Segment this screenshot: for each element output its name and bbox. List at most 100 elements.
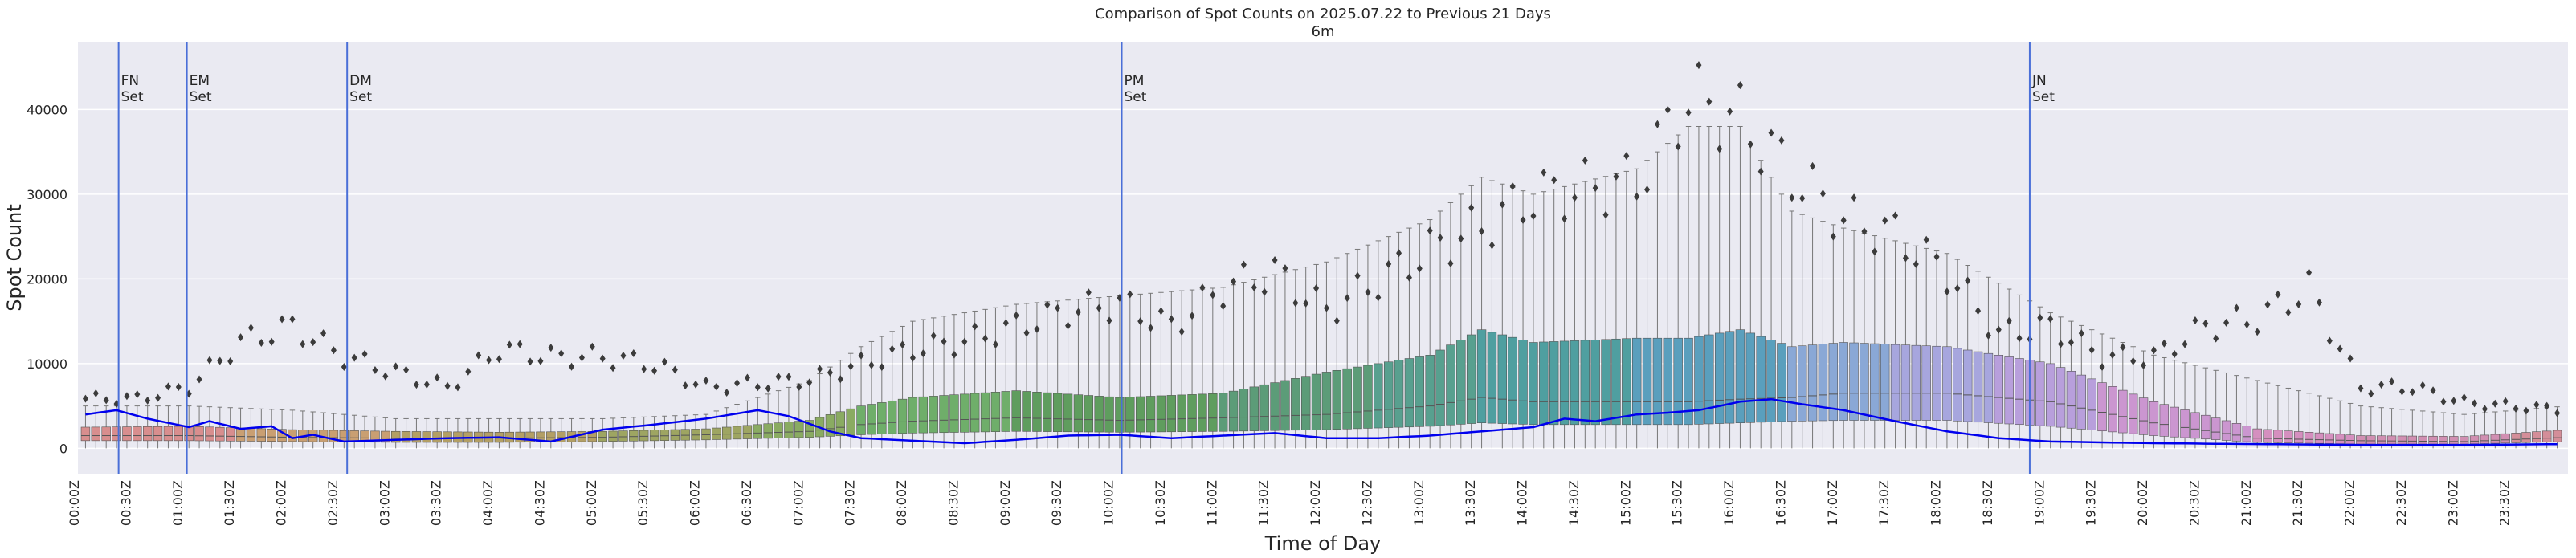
box-body [2459,436,2469,445]
outlier-point [1810,161,1816,170]
box [370,416,380,449]
x-tick-label: 23:30Z [2497,480,2513,526]
outlier-point [403,365,410,374]
outlier-point [2068,338,2074,347]
box-body [1839,342,1848,421]
outlier-point [1488,241,1495,250]
box-body [2490,434,2500,444]
box [1714,125,1725,449]
box-body [163,426,174,442]
box-body [825,414,835,437]
box [1973,271,1983,449]
outlier-point [2285,308,2292,317]
box-body [1766,340,1776,422]
outlier-point [1623,152,1630,161]
box-body [990,392,1001,432]
box-body [639,430,649,442]
box [2356,405,2366,449]
box [308,411,318,449]
box-body [1900,344,1911,421]
outlier-point [1851,193,1857,202]
x-tick-label: 18:00Z [1929,480,1944,526]
box [422,417,432,449]
box-body [1735,329,1745,424]
box-body [577,431,587,442]
box-body [897,398,908,434]
outlier-point [868,360,875,369]
box-body [1425,355,1435,427]
outlier-point [620,352,627,360]
box [1880,238,1890,449]
box-body [184,426,194,442]
box [2263,382,2272,449]
outlier-point [796,383,802,392]
outlier-point [2016,334,2023,343]
outlier-point [724,389,730,397]
box-body [329,430,339,442]
box-body [1404,358,1415,428]
outlier-point [537,356,544,365]
y-axis-title: Spot Count [3,204,26,311]
outlier-point [682,381,688,390]
box [556,417,566,449]
outlier-point [1706,97,1713,106]
x-tick-label: 13:00Z [1411,480,1427,526]
box [701,413,711,449]
box-body [2532,431,2541,443]
box [577,417,587,449]
outlier-point [1654,120,1660,128]
box [2397,409,2407,449]
outlier-point [1819,189,1826,198]
x-tick-label: 23:00Z [2445,480,2460,526]
box-body [980,392,990,433]
box-body [949,394,959,433]
outlier-point [1292,299,1299,308]
outlier-point [1541,168,1547,177]
outlier-point [2275,290,2281,299]
box-body [794,421,804,438]
outlier-point [2161,339,2167,348]
box [2252,380,2262,449]
box [536,417,545,449]
box [629,417,639,449]
outlier-point [1551,176,1557,185]
outlier-point [909,353,916,362]
annotation-label: PM [1125,73,1145,89]
outlier-point [2306,268,2313,277]
box-body [2397,435,2407,445]
box-body [432,431,442,443]
box-body [1374,363,1383,429]
outlier-point [641,365,647,373]
box-body [2293,431,2304,444]
box-body [1797,345,1807,422]
box-body [122,426,132,442]
box [2180,362,2190,449]
box-body [225,427,235,442]
box-body [1953,348,1962,422]
box [2273,385,2283,449]
outlier-point [372,366,378,375]
outlier-point [578,353,585,362]
outlier-point [1282,264,1288,273]
outlier-point [2492,399,2498,408]
box [225,407,235,449]
box [753,397,763,449]
outlier-point [2513,405,2519,413]
box [360,415,369,449]
box-body [536,431,545,442]
x-tick-label: 04:30Z [532,480,547,526]
box [2541,407,2552,449]
annotation-label: Set [121,89,144,105]
outlier-point [516,340,523,348]
box-body [2376,435,2386,445]
box [1497,183,1508,449]
box [174,405,184,449]
outlier-point [1251,283,1257,292]
outlier-point [2523,406,2529,415]
box-body [2138,397,2149,435]
y-tick-label: 10000 [27,356,67,372]
box-body [1590,340,1600,426]
box-body [1828,343,1839,422]
outlier-point [238,333,244,342]
